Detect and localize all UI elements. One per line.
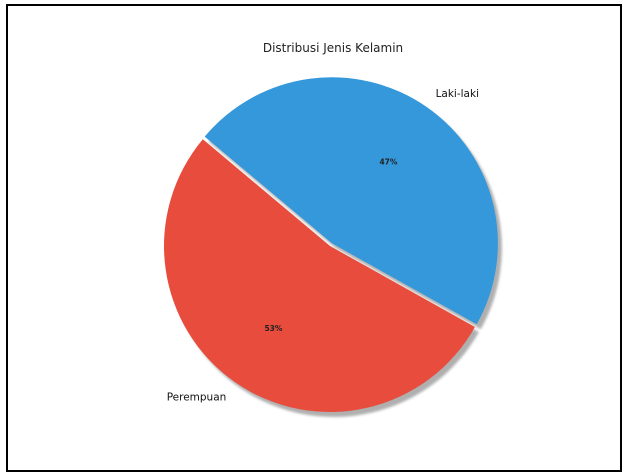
slice-label-perempuan: Perempuan <box>167 391 227 403</box>
label-layer: Perempuan 53% Laki-laki 47% <box>167 88 479 403</box>
chart-title: Distribusi Jenis Kelamin <box>263 41 403 55</box>
pie-slice-laki-laki <box>204 77 498 325</box>
pie-slice-perempuan <box>163 139 475 413</box>
percent-label-laki-laki: 47% <box>379 157 397 166</box>
percent-label-perempuan: 53% <box>264 324 282 333</box>
slice-label-laki-laki: Laki-laki <box>436 88 479 100</box>
slice-layer <box>163 77 498 413</box>
